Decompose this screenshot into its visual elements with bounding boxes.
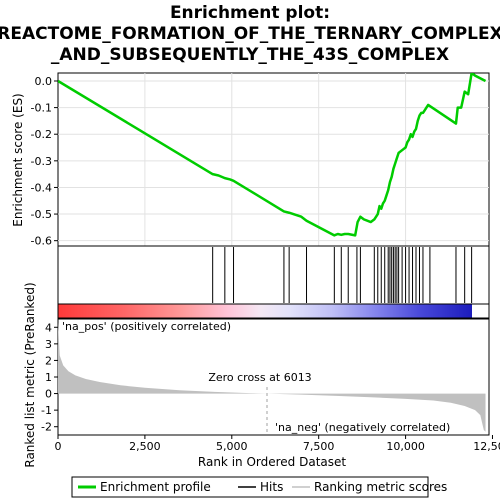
es-y-tick-label: 0.0 (35, 75, 53, 88)
x-tick-label: 7,500 (303, 440, 335, 453)
es-y-tick-label: -0.5 (31, 208, 52, 221)
rank-y-axis-label: Ranked list metric (PreRanked) (23, 282, 37, 467)
negative-correlation-label: 'na_neg' (negatively correlated) (275, 421, 450, 434)
es-y-tick-label: -0.6 (31, 235, 52, 248)
rank-y-tick-label: 0 (45, 388, 52, 401)
rank-y-tick-label: 2 (45, 354, 52, 367)
legend-label-hits: Hits (260, 480, 283, 494)
es-y-tick-label: -0.1 (31, 102, 52, 115)
es-panel: 0.0 -0.1 -0.2 -0.3 -0.4 -0.5 -0.6 Enrichment s… (11, 72, 490, 248)
x-axis-ticks: 0 2,500 5,000 7,500 10,000 12,500 (55, 435, 500, 453)
x-axis-label: Rank in Ordered Dataset (198, 455, 346, 469)
x-tick-label: 12,500 (473, 440, 500, 453)
chart-title-line-3: _AND_SUBSEQUENTLY_THE_43S_COMPLEX (51, 45, 449, 65)
es-panel-frame (57, 72, 490, 247)
rank-panel-frame (57, 318, 490, 436)
hits-panel-frame (57, 245, 490, 305)
hit-markers (212, 247, 473, 303)
chart-title-line-1: Enrichment plot: (170, 3, 330, 23)
rank-y-tick-label: -2 (41, 421, 52, 434)
x-tick-label: 0 (55, 440, 62, 453)
series-line-enrichment-profile (58, 73, 487, 237)
es-y-ticks: 0.0 -0.1 -0.2 -0.3 -0.4 -0.5 -0.6 (31, 75, 58, 248)
es-gridlines (58, 73, 489, 246)
hits-panel (57, 245, 490, 319)
x-tick-label: 10,000 (386, 440, 425, 453)
x-tick-label: 2,500 (129, 440, 161, 453)
rank-panel: 4 3 2 1 0 -1 -2 'na_pos' (positively correlate… (23, 282, 490, 468)
es-y-axis-label: Enrichment score (ES) (11, 93, 25, 226)
legend: Enrichment profile Hits Ranking metric s… (71, 476, 447, 498)
x-tick-label: 5,000 (216, 440, 248, 453)
es-y-tick-label: -0.3 (31, 155, 52, 168)
rank-y-ticks: 4 3 2 1 0 -1 -2 (41, 321, 58, 434)
positive-correlation-label: 'na_pos' (positively correlated) (62, 320, 231, 333)
rank-y-tick-label: 4 (45, 321, 52, 334)
chart-title-line-2: REACTOME_FORMATION_OF_THE_TERNARY_COMPLE… (0, 24, 500, 44)
legend-label-enrichment-profile: Enrichment profile (100, 480, 211, 494)
es-y-tick-label: -0.2 (31, 128, 52, 141)
colorbar-frame (57, 303, 490, 319)
rank-y-tick-label: 1 (45, 371, 52, 384)
ranking-colorbar (58, 304, 472, 318)
legend-label-ranking-metric: Ranking metric scores (314, 480, 447, 494)
rank-y-tick-label: -1 (41, 404, 52, 417)
rank-y-tick-label: 3 (45, 338, 52, 351)
es-y-tick-label: -0.4 (31, 181, 52, 194)
zero-cross-label: Zero cross at 6013 (208, 371, 311, 384)
